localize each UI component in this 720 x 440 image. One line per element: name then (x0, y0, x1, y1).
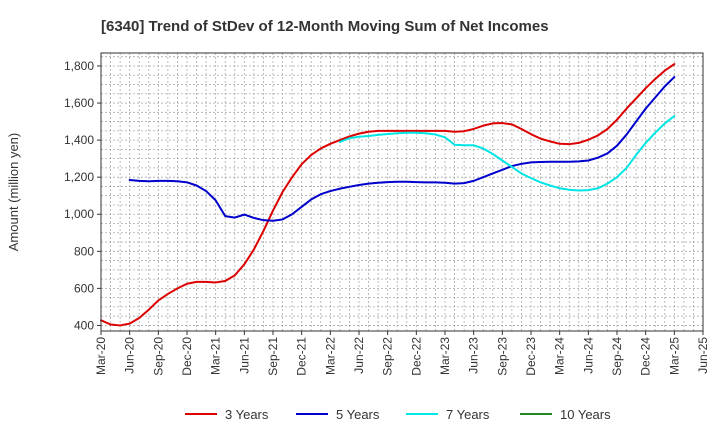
x-tick-label: Mar-23 (438, 337, 452, 375)
x-tick-label: Jun-23 (467, 337, 481, 374)
chart-title: [6340] Trend of StDev of 12-Month Moving… (101, 18, 549, 35)
x-tick-label: Mar-21 (209, 337, 223, 375)
x-tick-label: Dec-20 (180, 337, 194, 376)
series-layer (100, 63, 676, 327)
y-axis-label: Amount (million yen) (6, 133, 21, 252)
x-tick-label: Jun-22 (352, 337, 366, 374)
plot-area (101, 53, 703, 331)
axes (97, 52, 704, 335)
series-line-7-years (338, 115, 676, 192)
legend-label: 5 Years (336, 407, 380, 422)
legend-item-3-years: 3 Years (185, 407, 269, 422)
y-tick-label: 600 (74, 281, 94, 295)
legend-label: 7 Years (446, 407, 490, 422)
x-tick-label: Dec-22 (409, 337, 423, 376)
x-tick-label: Mar-20 (94, 337, 108, 375)
x-tick-label: Dec-23 (524, 337, 538, 376)
y-tick-label: 800 (74, 244, 94, 258)
x-tick-label: Mar-24 (553, 337, 567, 375)
y-tick-label: 1,400 (64, 133, 94, 147)
legend: 3 Years 5 Years 7 Years 10 Years (185, 407, 611, 422)
x-tick-label: Jun-24 (581, 337, 595, 374)
x-tick-label: Sep-24 (610, 337, 624, 376)
series-line-3-years (100, 63, 676, 327)
legend-item-10-years: 10 Years (520, 407, 611, 422)
y-tick-label: 400 (74, 318, 94, 332)
plot-background (101, 53, 703, 331)
y-tick-label: 1,600 (64, 96, 94, 110)
y-tick-label: 1,800 (64, 59, 94, 73)
x-tick-label: Dec-24 (639, 337, 653, 376)
x-tick-label: Sep-21 (266, 337, 280, 376)
x-tick-label: Dec-21 (295, 337, 309, 376)
y-tick-label: 1,000 (64, 207, 94, 221)
plot-frame (100, 52, 704, 332)
x-tick-label: Jun-25 (696, 337, 710, 374)
series-line-5-years (128, 76, 676, 222)
x-tick-label: Jun-21 (237, 337, 251, 374)
y-tick-label: 1,200 (64, 170, 94, 184)
legend-label: 3 Years (225, 407, 269, 422)
y-tick-labels: 400 600 800 1,000 1,200 1,400 1,600 1,800 (64, 59, 94, 332)
x-tick-labels: Mar-20 Jun-20 Sep-20 Dec-20 Mar-21 Jun-21 Sep-… (94, 337, 710, 376)
x-tick-label: Sep-23 (495, 337, 509, 376)
x-tick-label: Mar-22 (323, 337, 337, 375)
grid-lines (100, 53, 704, 331)
x-tick-label: Jun-20 (123, 337, 137, 374)
x-tick-label: Sep-20 (151, 337, 165, 376)
legend-item-7-years: 7 Years (406, 407, 490, 422)
x-tick-label: Sep-22 (381, 337, 395, 376)
legend-label: 10 Years (560, 407, 611, 422)
x-tick-label: Mar-25 (667, 337, 681, 375)
legend-item-5-years: 5 Years (296, 407, 380, 422)
